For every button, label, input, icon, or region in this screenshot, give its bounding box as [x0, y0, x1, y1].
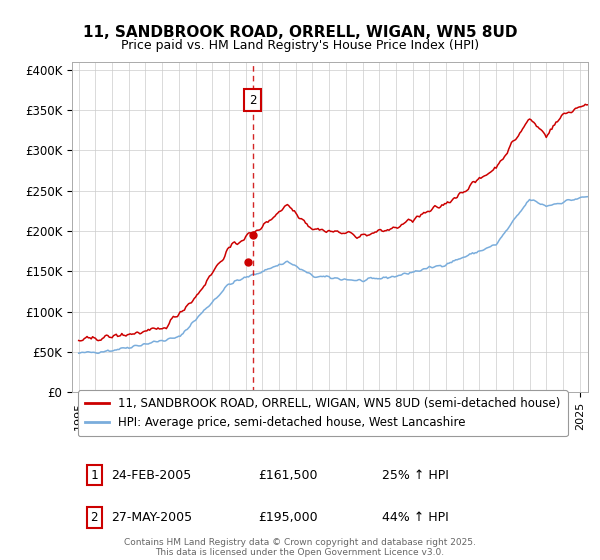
Text: 27-MAY-2005: 27-MAY-2005	[110, 511, 192, 524]
Legend: 11, SANDBROOK ROAD, ORRELL, WIGAN, WN5 8UD (semi-detached house), HPI: Average p: 11, SANDBROOK ROAD, ORRELL, WIGAN, WN5 8…	[78, 390, 568, 436]
Text: 2: 2	[249, 94, 256, 107]
Text: 25% ↑ HPI: 25% ↑ HPI	[382, 469, 448, 482]
Text: £195,000: £195,000	[258, 511, 317, 524]
Text: 44% ↑ HPI: 44% ↑ HPI	[382, 511, 448, 524]
Text: 2: 2	[91, 511, 98, 524]
Text: 1: 1	[91, 469, 98, 482]
Text: £161,500: £161,500	[258, 469, 317, 482]
Text: Price paid vs. HM Land Registry's House Price Index (HPI): Price paid vs. HM Land Registry's House …	[121, 39, 479, 52]
Text: Contains HM Land Registry data © Crown copyright and database right 2025.
This d: Contains HM Land Registry data © Crown c…	[124, 538, 476, 557]
Text: 24-FEB-2005: 24-FEB-2005	[110, 469, 191, 482]
Text: 11, SANDBROOK ROAD, ORRELL, WIGAN, WN5 8UD: 11, SANDBROOK ROAD, ORRELL, WIGAN, WN5 8…	[83, 25, 517, 40]
